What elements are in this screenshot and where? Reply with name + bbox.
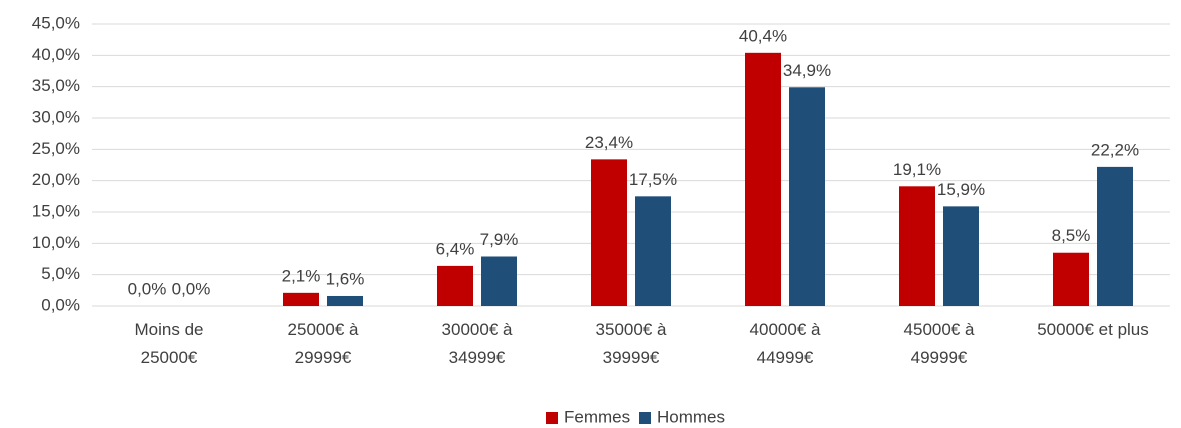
data-label: 23,4%: [585, 133, 633, 152]
x-tick-label: 45000€ à 49999€: [903, 320, 975, 367]
x-tick-label: 25000€ à 29999€: [287, 320, 359, 367]
bar: [1097, 166, 1133, 306]
bar: [943, 206, 979, 306]
bar: [789, 87, 825, 306]
y-tick-label: 5,0%: [41, 264, 80, 283]
data-label: 19,1%: [893, 160, 941, 179]
y-tick-label: 40,0%: [32, 45, 80, 64]
bar: [481, 256, 517, 306]
data-label: 17,5%: [629, 170, 677, 189]
y-tick-label: 20,0%: [32, 170, 80, 189]
y-tick-label: 25,0%: [32, 139, 80, 158]
legend-label: Hommes: [657, 407, 725, 426]
y-tick-label: 45,0%: [32, 13, 80, 32]
bar: [591, 159, 627, 306]
x-tick-label: 40000€ à 44999€: [749, 320, 821, 367]
y-tick-label: 10,0%: [32, 233, 80, 252]
data-label: 8,5%: [1052, 226, 1091, 245]
bar: [1053, 252, 1089, 306]
data-label: 15,9%: [937, 180, 985, 199]
y-tick-label: 35,0%: [32, 76, 80, 95]
y-tick-label: 0,0%: [41, 295, 80, 314]
x-tick-label: Moins de 25000€: [134, 320, 204, 367]
legend-swatch: [639, 412, 651, 424]
bar: [283, 292, 319, 306]
data-label: 40,4%: [739, 26, 787, 45]
bar: [899, 186, 935, 306]
legend-swatch: [546, 412, 558, 424]
data-label: 1,6%: [326, 269, 365, 288]
x-tick-label: 50000€ et plus: [1037, 320, 1149, 339]
bar: [635, 196, 671, 306]
x-tick-label: 30000€ à 34999€: [441, 320, 513, 367]
data-label: 6,4%: [436, 239, 475, 258]
data-label: 34,9%: [783, 61, 831, 80]
data-label: 0,0%: [172, 279, 211, 298]
y-tick-label: 15,0%: [32, 201, 80, 220]
bar: [327, 295, 363, 306]
x-tick-label: 35000€ à 39999€: [595, 320, 667, 367]
legend-label: Femmes: [564, 407, 630, 426]
data-label: 7,9%: [480, 230, 519, 249]
y-tick-label: 30,0%: [32, 107, 80, 126]
bar: [437, 265, 473, 306]
data-label: 0,0%: [128, 279, 167, 298]
data-label: 2,1%: [282, 266, 321, 285]
bar: [745, 52, 781, 307]
data-label: 22,2%: [1091, 140, 1139, 159]
